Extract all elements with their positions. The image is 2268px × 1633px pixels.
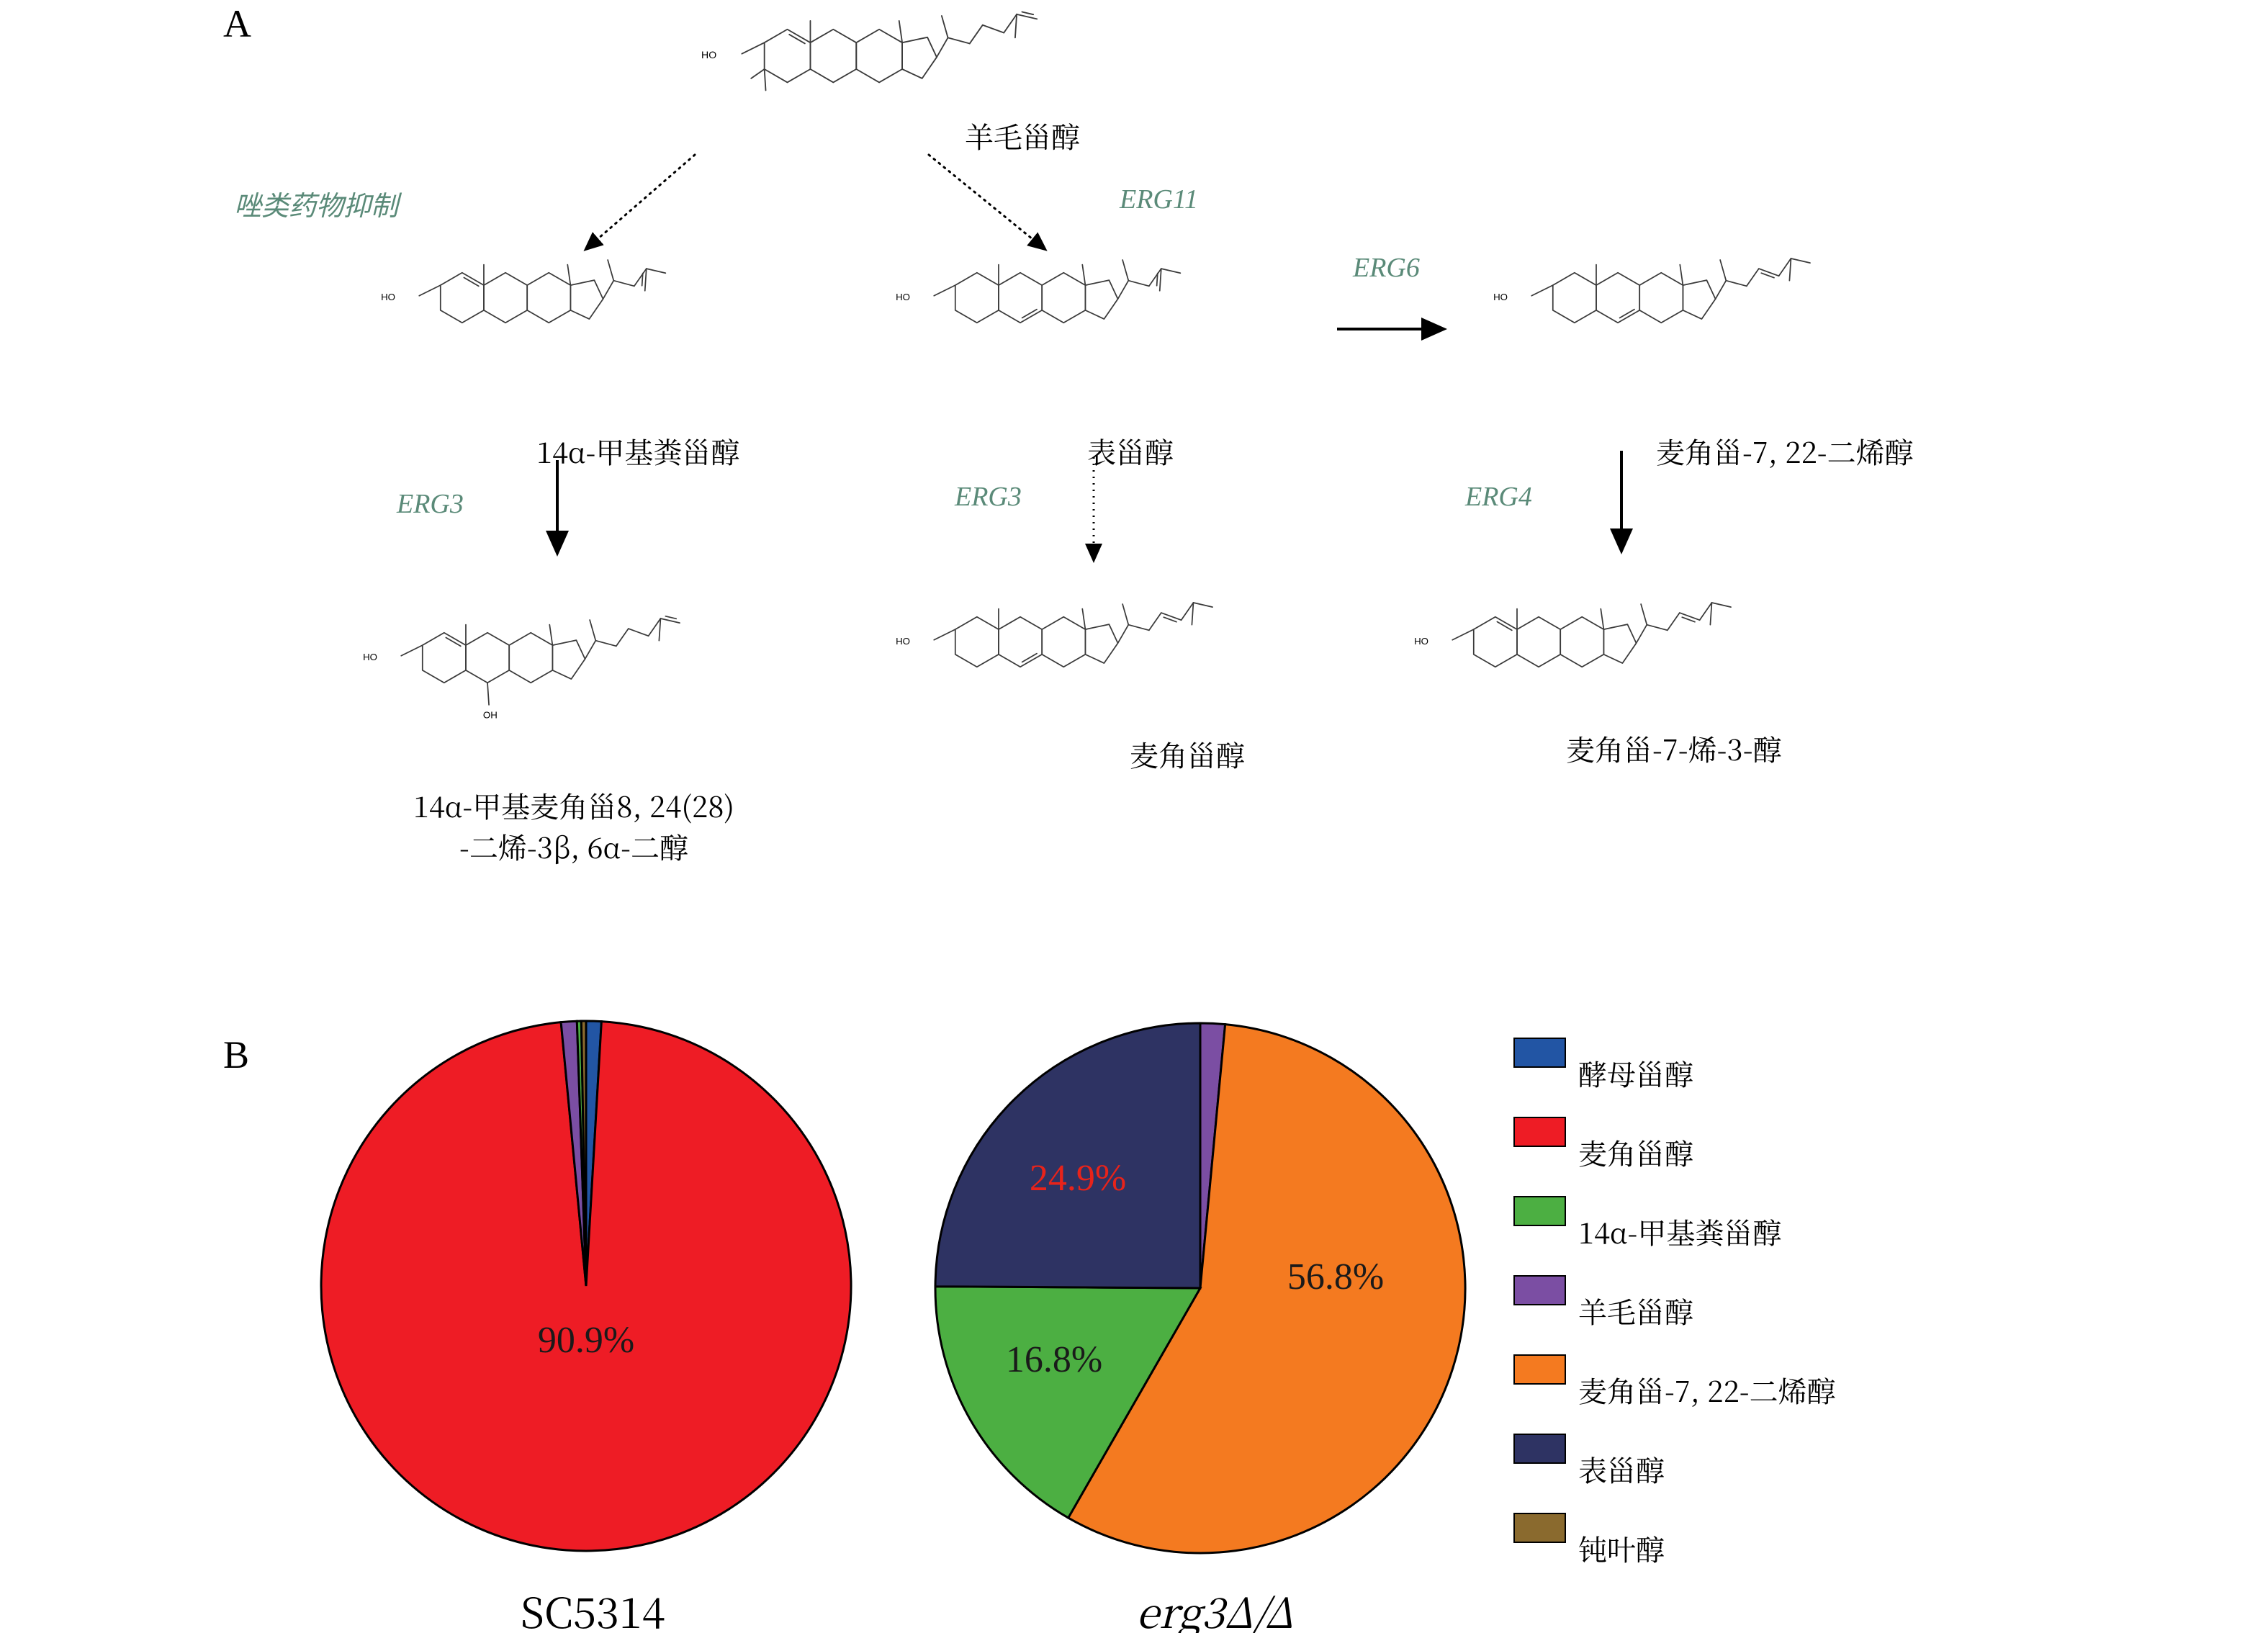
svg-text:90.9%: 90.9% <box>538 1320 634 1361</box>
svg-text:16.8%: 16.8% <box>1006 1339 1102 1380</box>
svg-text:56.8%: 56.8% <box>1287 1256 1384 1297</box>
svg-text:24.9%: 24.9% <box>1030 1158 1126 1199</box>
